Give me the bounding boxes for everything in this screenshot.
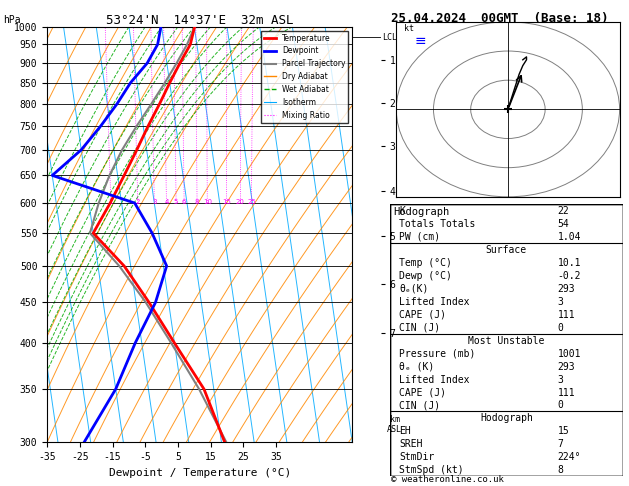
Text: hPa: hPa [3,15,21,25]
Text: 111: 111 [557,310,575,320]
Text: CIN (J): CIN (J) [399,400,440,411]
Text: 1: 1 [109,199,113,206]
Text: -0.2: -0.2 [557,271,581,281]
Text: kt: kt [404,24,414,33]
Text: 25: 25 [247,199,256,206]
Text: Totals Totals: Totals Totals [399,219,476,229]
Text: 7: 7 [557,439,564,450]
Text: 3: 3 [557,375,564,384]
Text: θₑ(K): θₑ(K) [399,284,429,294]
Text: ≡: ≡ [415,34,426,48]
Text: Hodograph: Hodograph [480,414,533,423]
Text: 1.04: 1.04 [557,232,581,242]
Text: 22: 22 [557,206,569,216]
Text: 6: 6 [182,199,186,206]
Text: Temp (°C): Temp (°C) [399,258,452,268]
X-axis label: Dewpoint / Temperature (°C): Dewpoint / Temperature (°C) [109,468,291,478]
Text: © weatheronline.co.uk: © weatheronline.co.uk [391,474,504,484]
Text: 3: 3 [152,199,157,206]
Text: Dewp (°C): Dewp (°C) [399,271,452,281]
Text: SREH: SREH [399,439,423,450]
Text: Lifted Index: Lifted Index [399,375,470,384]
Text: km
ASL: km ASL [387,415,402,434]
Text: 8: 8 [195,199,199,206]
Text: EH: EH [399,426,411,436]
Text: PW (cm): PW (cm) [399,232,440,242]
Text: 224°: 224° [557,452,581,462]
Text: 25.04.2024  00GMT  (Base: 18): 25.04.2024 00GMT (Base: 18) [391,12,609,25]
Text: CAPE (J): CAPE (J) [399,310,447,320]
Text: 2: 2 [136,199,140,206]
Text: StmDir: StmDir [399,452,435,462]
Text: CIN (J): CIN (J) [399,323,440,333]
Text: 293: 293 [557,362,575,372]
Text: 0: 0 [557,323,564,333]
Text: 10: 10 [203,199,212,206]
Text: Surface: Surface [486,245,527,255]
Text: 15: 15 [222,199,231,206]
Text: CAPE (J): CAPE (J) [399,387,447,398]
Text: Hodograph: Hodograph [393,207,449,217]
Text: 0: 0 [557,400,564,411]
Legend: Temperature, Dewpoint, Parcel Trajectory, Dry Adiabat, Wet Adiabat, Isotherm, Mi: Temperature, Dewpoint, Parcel Trajectory… [261,31,348,122]
Text: LCL: LCL [382,33,397,42]
Text: StmSpd (kt): StmSpd (kt) [399,465,464,475]
Text: Pressure (mb): Pressure (mb) [399,348,476,359]
Text: 3: 3 [557,297,564,307]
Text: Lifted Index: Lifted Index [399,297,470,307]
Text: 4: 4 [164,199,169,206]
Text: 1001: 1001 [557,348,581,359]
Title: 53°24'N  14°37'E  32m ASL: 53°24'N 14°37'E 32m ASL [106,14,294,27]
Text: 15: 15 [557,426,569,436]
Text: 54: 54 [557,219,569,229]
Text: 293: 293 [557,284,575,294]
Text: 8: 8 [557,465,564,475]
Text: 10.1: 10.1 [557,258,581,268]
Text: θₑ (K): θₑ (K) [399,362,435,372]
Text: 111: 111 [557,387,575,398]
Text: 20: 20 [236,199,245,206]
Text: K: K [399,206,405,216]
Text: 5: 5 [174,199,179,206]
Text: Most Unstable: Most Unstable [468,336,545,346]
